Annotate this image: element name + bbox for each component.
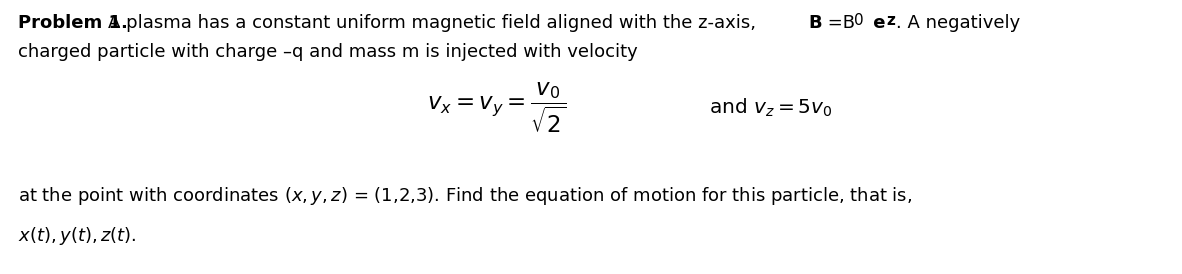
Text: 0: 0 <box>853 13 863 28</box>
Text: e: e <box>866 14 885 32</box>
Text: =B: =B <box>821 14 855 32</box>
Text: . A negatively: . A negatively <box>896 14 1020 32</box>
Text: Problem 1.: Problem 1. <box>18 14 128 32</box>
Text: $x(t), y(t), z(t).$: $x(t), y(t), z(t).$ <box>18 225 137 247</box>
Text: and $v_z = 5v_0$: and $v_z = 5v_0$ <box>709 97 832 119</box>
Text: charged particle with charge –q and mass m is injected with velocity: charged particle with charge –q and mass… <box>18 43 638 61</box>
Text: at the point with coordinates $(x, y, z)$ = (1,2,3). Find the equation of motion: at the point with coordinates $(x, y, z)… <box>18 185 913 207</box>
Text: z: z <box>886 13 896 28</box>
Text: A plasma has a constant uniform magnetic field aligned with the z-axis,: A plasma has a constant uniform magnetic… <box>108 14 761 32</box>
Text: $v_x = v_y = \dfrac{v_0}{\sqrt{2}}$: $v_x = v_y = \dfrac{v_0}{\sqrt{2}}$ <box>427 81 566 135</box>
Text: B: B <box>808 14 823 32</box>
